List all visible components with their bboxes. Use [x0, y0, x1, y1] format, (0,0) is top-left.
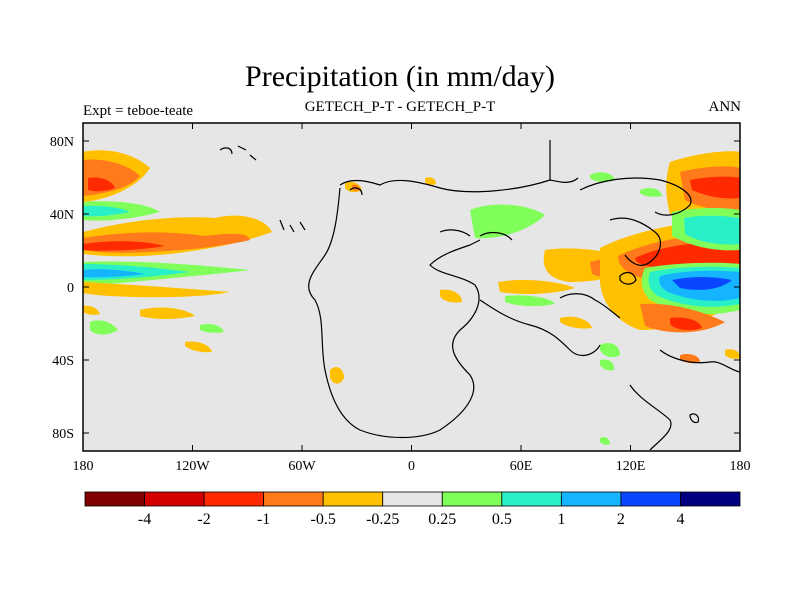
- colorbar-label: 1: [557, 511, 565, 528]
- colorbar-label: -0.25: [366, 511, 399, 528]
- experiment-label: Expt = teboe-teate: [83, 103, 194, 119]
- colorbar-label: 0.5: [492, 511, 512, 528]
- colorbar-swatch: [322, 491, 384, 507]
- plot-title: Precipitation (in mm/day): [245, 60, 555, 93]
- colorbar-swatch: [382, 491, 443, 507]
- colorbar-label: -1: [257, 511, 270, 528]
- colorbar-swatch: [560, 491, 622, 507]
- y-axis: [83, 140, 740, 434]
- x-tick-label: 180: [730, 459, 751, 474]
- y-tick-label: 40N: [50, 208, 74, 223]
- y-tick-label: 80S: [52, 427, 74, 442]
- x-tick-label: 120E: [616, 459, 646, 474]
- colorbar-swatch: [84, 491, 145, 507]
- x-tick-label: 0: [408, 459, 415, 474]
- colorbar-swatch: [620, 491, 681, 507]
- colorbar-labels: -4 -2 -1 -0.5 -0.25 0.25 0.5 1 2 4: [138, 511, 685, 528]
- colorbar-swatch: [263, 491, 324, 507]
- colorbar-label: 0.25: [428, 511, 456, 528]
- y-tick-label: 0: [67, 281, 74, 296]
- x-tick-label: 120W: [175, 459, 210, 474]
- x-tick-label: 60W: [288, 459, 316, 474]
- x-tick-label: 60E: [510, 459, 533, 474]
- colorbar-label: -4: [138, 511, 151, 528]
- colorbar-label: 2: [617, 511, 625, 528]
- coastlines: [219, 140, 740, 451]
- precipitation-field: [83, 150, 740, 445]
- season-label: ANN: [708, 99, 742, 115]
- colorbar-swatch: [441, 491, 503, 507]
- x-tick-label: 180: [73, 459, 94, 474]
- dataset-label: GETECH_P-T - GETECH_P-T: [304, 99, 496, 115]
- colorbar-swatch: [203, 491, 265, 507]
- colorbar-label: -0.5: [311, 511, 336, 528]
- colorbar-swatch: [501, 491, 562, 507]
- colorbar-label: 4: [676, 511, 684, 528]
- colorbar-swatch: [144, 491, 205, 507]
- y-tick-label: 80N: [50, 135, 74, 150]
- x-axis: [82, 123, 741, 451]
- colorbar: [84, 491, 741, 507]
- colorbar-swatch: [680, 491, 741, 507]
- colorbar-label: -2: [197, 511, 210, 528]
- y-tick-label: 40S: [52, 354, 74, 369]
